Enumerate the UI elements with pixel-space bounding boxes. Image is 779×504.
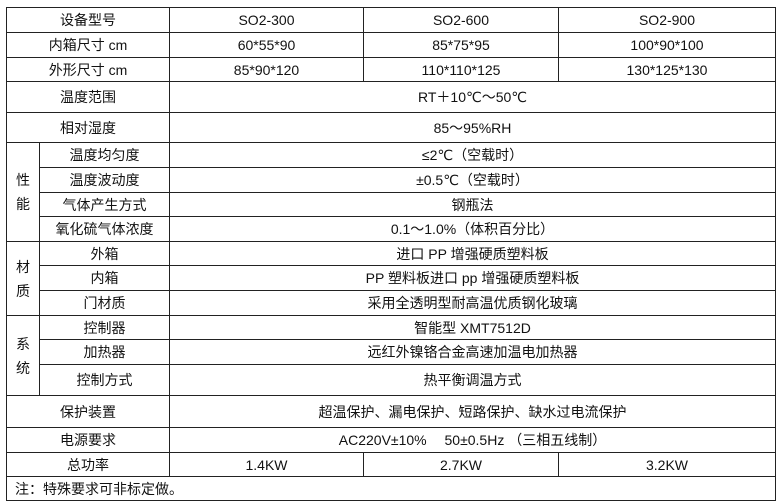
value-outer-box: 进口 PP 增强硬质塑料板 (169, 241, 776, 266)
value-protection: 超温保护、漏电保护、短路保护、缺水过电流保护 (169, 395, 776, 428)
label-uniformity: 温度均匀度 (39, 142, 170, 168)
row-control-mode: 控制方式 热平衡调温方式 (7, 364, 776, 396)
inner-size-3: 100*90*100 (558, 32, 776, 58)
label-concentration: 氧化硫气体浓度 (39, 216, 170, 242)
group-material: 材质 (6, 241, 40, 316)
model-2: SO2-600 (363, 7, 559, 33)
label-fluctuation: 温度波动度 (39, 167, 170, 193)
row-model: 设备型号 SO2-300 SO2-600 SO2-900 (6, 7, 776, 33)
value-door: 采用全透明型耐高温优质钢化玻璃 (169, 290, 776, 316)
total-power-2: 2.7KW (363, 452, 559, 477)
row-inner-box: 内箱 PP 塑料板进口 pp 增强硬质塑料板 (7, 265, 776, 291)
outer-size-1: 85*90*120 (169, 57, 364, 82)
label-outer-size: 外形尺寸 cm (6, 57, 170, 82)
value-temp-range: RT＋10℃～50℃ (169, 81, 776, 113)
row-total-power: 总功率 1.4KW 2.7KW 3.2KW (6, 452, 776, 477)
row-outer-box: 材质 外箱 进口 PP 增强硬质塑料板 (6, 241, 776, 316)
value-heater: 远红外镍铬合金高速加温电加热器 (169, 339, 776, 365)
row-inner-size: 内箱尺寸 cm 60*55*90 85*75*95 100*90*100 (6, 32, 776, 58)
inner-size-1: 60*55*90 (169, 32, 364, 58)
label-inner-size: 内箱尺寸 cm (6, 32, 170, 58)
row-gas-method: 气体产生方式 钢瓶法 (7, 192, 776, 217)
value-fluctuation: ±0.5℃（空载时） (169, 167, 776, 193)
outer-size-3: 130*125*130 (558, 57, 776, 82)
note: 注：特殊要求可非标定做。 (6, 476, 776, 501)
row-power-supply: 电源要求 AC220V±10% 50±0.5Hz （三相五线制） (6, 427, 776, 453)
value-humidity: 85～95%RH (169, 112, 776, 143)
label-inner-box: 内箱 (39, 265, 170, 291)
group-performance: 性能 (6, 142, 40, 242)
label-outer-box: 外箱 (39, 241, 170, 266)
label-control-mode: 控制方式 (39, 364, 170, 396)
row-concentration: 氧化硫气体浓度 0.1～1.0%（体积百分比） (7, 216, 776, 242)
value-gas-method: 钢瓶法 (169, 192, 776, 217)
value-controller: 智能型 XMT7512D (169, 315, 776, 340)
total-power-1: 1.4KW (169, 452, 364, 477)
label-protection: 保护装置 (6, 395, 170, 428)
model-3: SO2-900 (558, 7, 776, 33)
value-inner-box: PP 塑料板进口 pp 增强硬质塑料板 (169, 265, 776, 291)
label-humidity: 相对湿度 (6, 112, 170, 143)
label-total-power: 总功率 (6, 452, 170, 477)
total-power-3: 3.2KW (558, 452, 776, 477)
row-protection: 保护装置 超温保护、漏电保护、短路保护、缺水过电流保护 (6, 395, 776, 428)
spec-table: 设备型号 SO2-300 SO2-600 SO2-900 内箱尺寸 cm 60*… (6, 7, 776, 501)
outer-size-2: 110*110*125 (363, 57, 559, 82)
row-outer-size: 外形尺寸 cm 85*90*120 110*110*125 130*125*13… (6, 57, 776, 82)
label-power-supply: 电源要求 (6, 427, 170, 453)
row-humidity: 相对湿度 85～95%RH (6, 112, 776, 143)
inner-size-2: 85*75*95 (363, 32, 559, 58)
row-note: 注：特殊要求可非标定做。 (6, 476, 776, 501)
row-door: 门材质 采用全透明型耐高温优质钢化玻璃 (7, 290, 776, 316)
label-heater: 加热器 (39, 339, 170, 365)
value-concentration: 0.1～1.0%（体积百分比） (169, 216, 776, 242)
row-heater: 加热器 远红外镍铬合金高速加温电加热器 (7, 339, 776, 365)
label-controller: 控制器 (39, 315, 170, 340)
label-temp-range: 温度范围 (6, 81, 170, 113)
value-uniformity: ≤2℃（空载时） (169, 142, 776, 168)
label-door: 门材质 (39, 290, 170, 316)
group-system: 系统 (6, 315, 40, 396)
row-fluctuation: 温度波动度 ±0.5℃（空载时） (7, 167, 776, 193)
label-model: 设备型号 (6, 7, 170, 33)
row-temp-range: 温度范围 RT＋10℃～50℃ (6, 81, 776, 113)
model-1: SO2-300 (169, 7, 364, 33)
value-power-supply: AC220V±10% 50±0.5Hz （三相五线制） (169, 427, 776, 453)
row-uniformity: 性能 温度均匀度 ≤2℃（空载时） (6, 142, 776, 242)
label-gas-method: 气体产生方式 (39, 192, 170, 217)
value-control-mode: 热平衡调温方式 (169, 364, 776, 396)
row-controller: 系统 控制器 智能型 XMT7512D (6, 315, 776, 396)
